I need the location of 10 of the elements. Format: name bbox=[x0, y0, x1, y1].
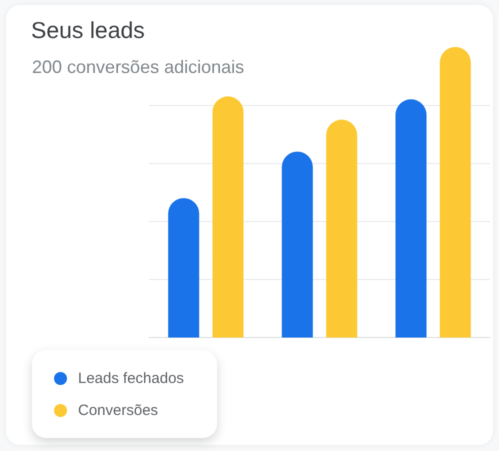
bar bbox=[395, 99, 427, 338]
bar bbox=[282, 152, 313, 338]
chart-title: Seus leads bbox=[31, 17, 145, 44]
bar bbox=[168, 198, 200, 338]
text: 200 conversões adicionais bbox=[32, 57, 244, 78]
legend-label: Conversões bbox=[78, 402, 158, 418]
bar bbox=[212, 96, 244, 338]
bar bbox=[440, 47, 471, 338]
legend-label: Leads fechados bbox=[78, 370, 184, 386]
bar bbox=[326, 120, 358, 338]
